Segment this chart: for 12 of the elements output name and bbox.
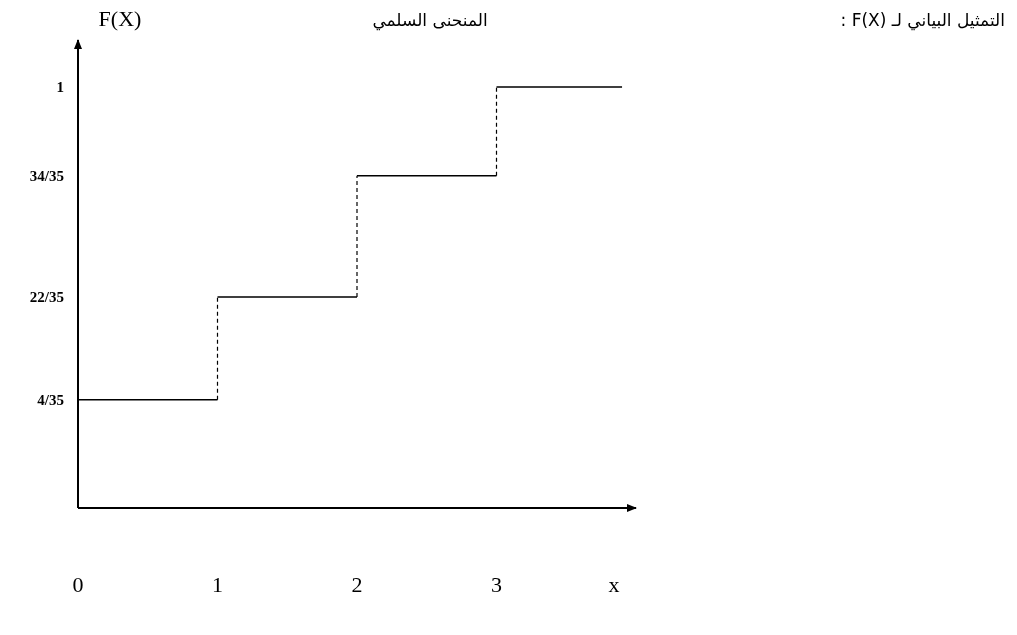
x-tick-label: 1	[212, 572, 223, 597]
x-tick-label: 0	[72, 572, 84, 597]
text: 22/35	[29, 289, 64, 306]
text: 34/35	[29, 167, 64, 184]
text: 4/35	[37, 391, 64, 408]
y-axis-title: F(X)	[98, 6, 142, 31]
text: 1	[56, 79, 64, 95]
x-axis-title: x	[608, 572, 620, 597]
text: التمثيل البياني لـ F(X) :	[840, 10, 1005, 31]
x-tick-label: 2	[351, 572, 363, 597]
x-tick-label: 3	[491, 572, 502, 597]
chart-title: المنحنى السلمي	[372, 10, 488, 31]
